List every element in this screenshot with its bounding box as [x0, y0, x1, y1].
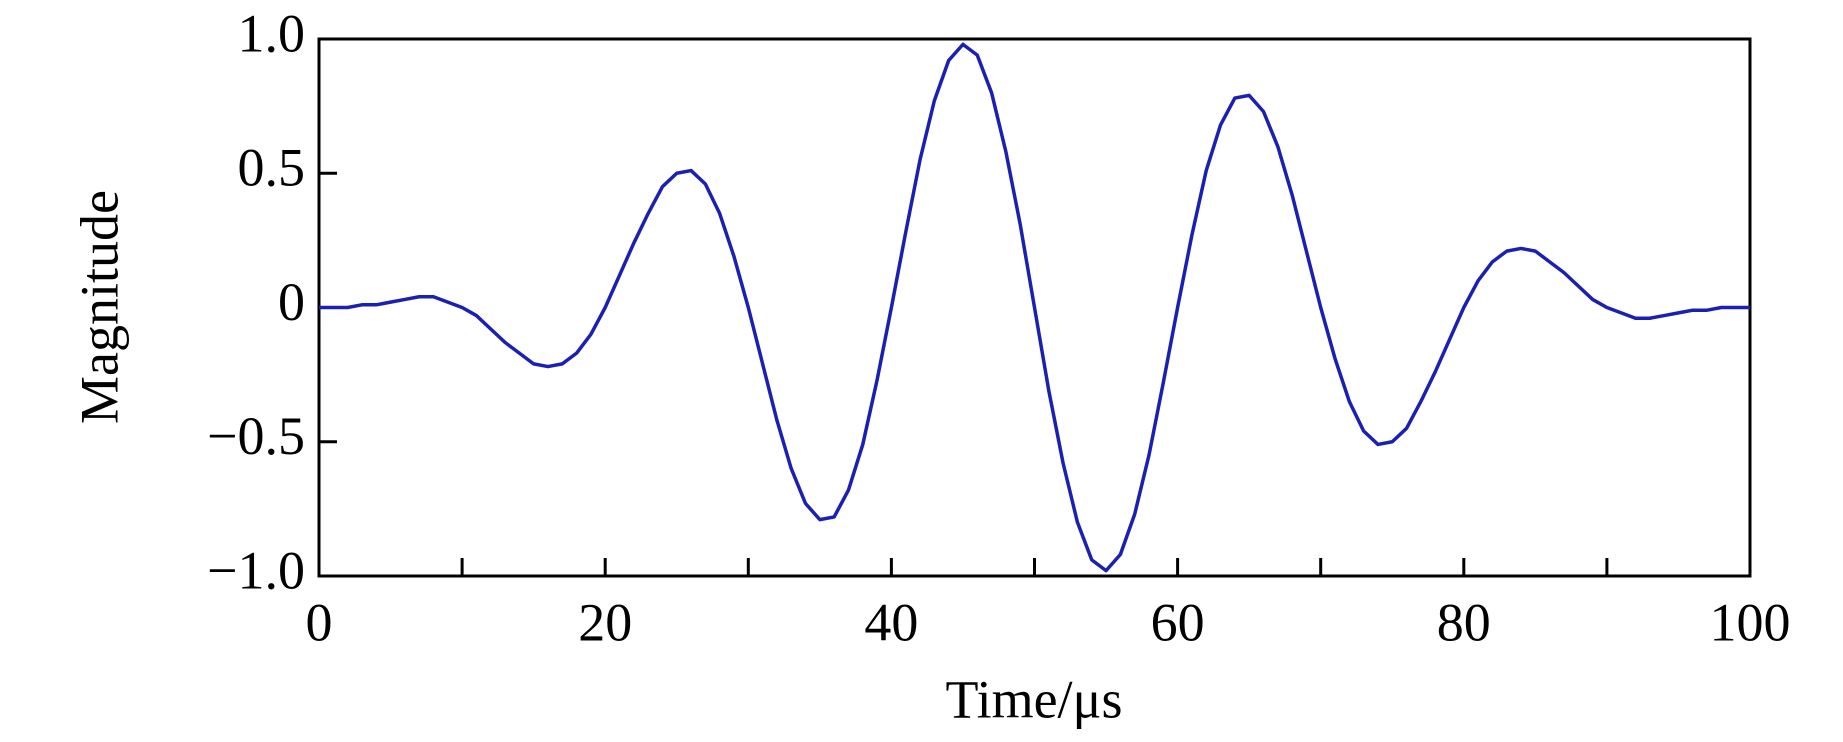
y-tick-label: 0.5: [238, 138, 306, 198]
x-tick-label: 20: [578, 592, 632, 652]
x-tick-label: 60: [1151, 592, 1205, 652]
y-axis-label: Magnitude: [69, 190, 129, 424]
x-tick-label: 40: [864, 592, 918, 652]
x-tick-label: 100: [1710, 592, 1791, 652]
data-line: [319, 42, 1750, 573]
y-tick-label: −1.0: [207, 540, 305, 600]
y-tick-label: 1.0: [238, 3, 306, 63]
y-tick-label: −0.5: [207, 406, 305, 466]
x-tick-label: 0: [306, 592, 333, 652]
y-tick-label: 0: [278, 272, 305, 332]
x-axis-label: Time/μs: [945, 669, 1122, 729]
x-tick-label: 80: [1437, 592, 1491, 652]
